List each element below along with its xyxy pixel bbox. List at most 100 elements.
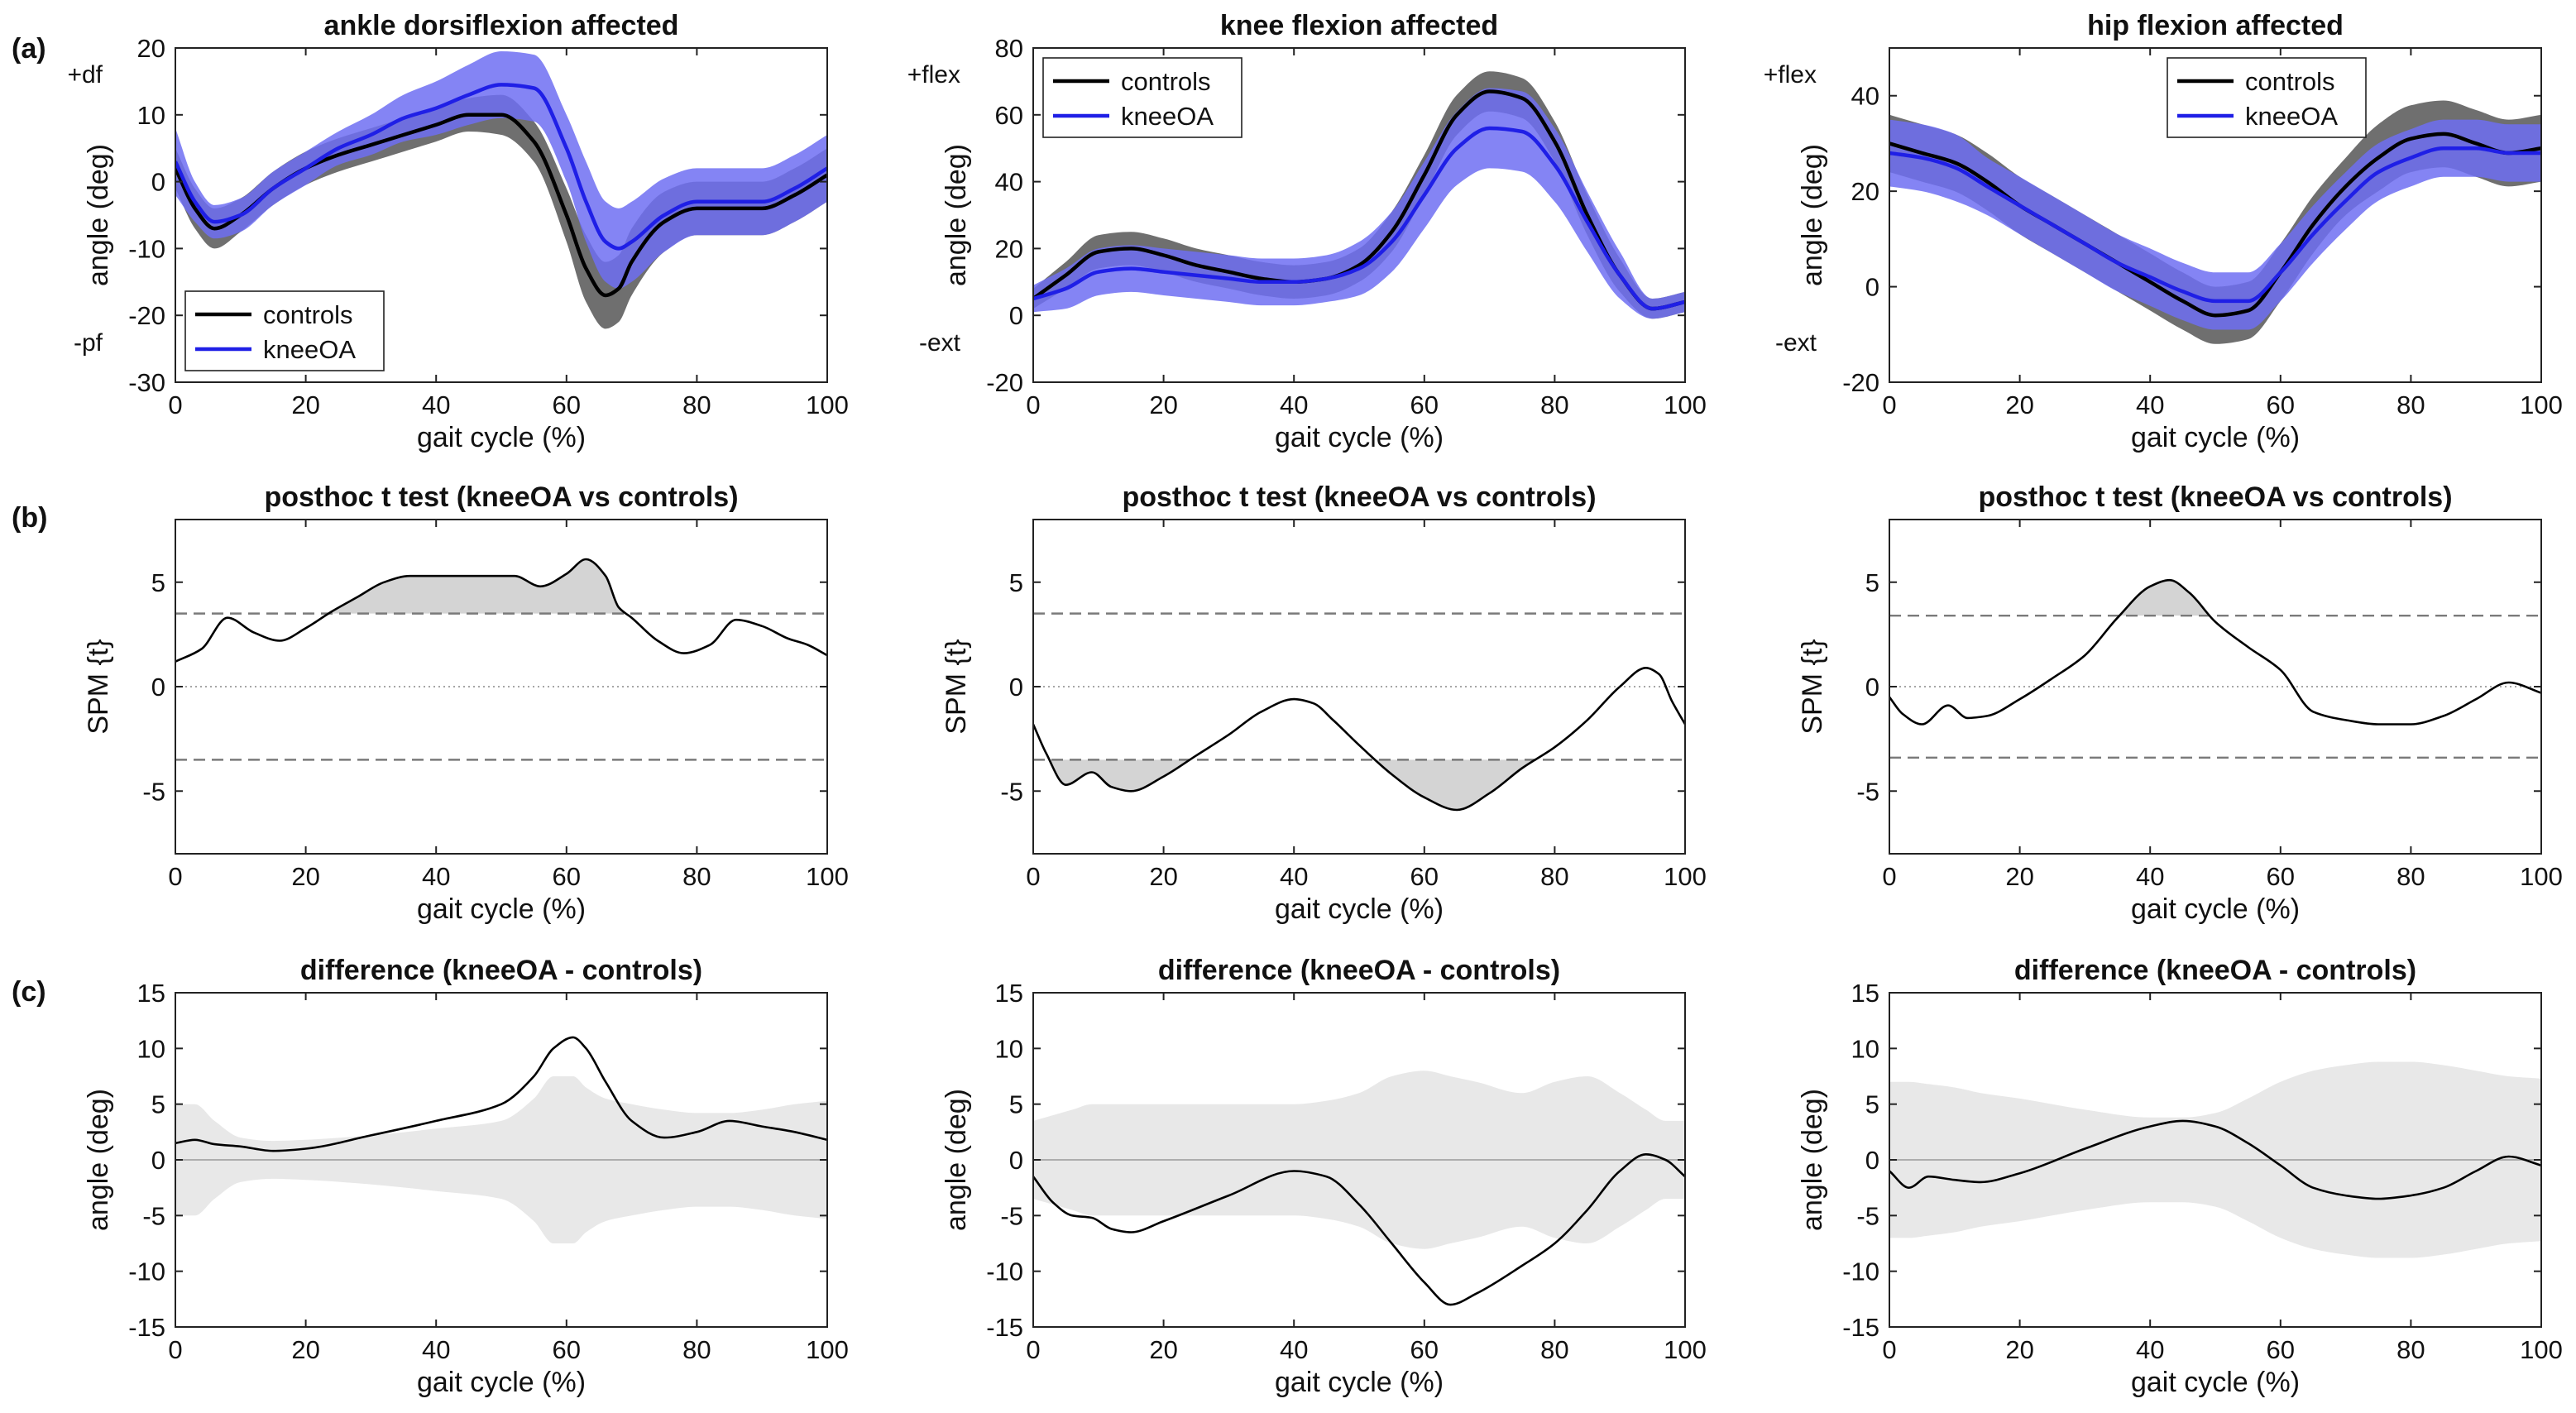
y-tick-label: 15 [995,979,1023,1008]
x-tick-label: 60 [2267,1335,2295,1364]
x-tick-label: 0 [1882,862,1896,891]
axes-box [175,519,828,855]
x-tick-label: 80 [1540,390,1568,419]
spm-t-curve [175,558,827,663]
y-tick-label: 0 [151,168,165,197]
difference-curve [175,1036,827,1152]
spm-t-curve [1889,578,2541,726]
plot-area [175,51,827,329]
y-tick-label: 0 [151,1146,165,1175]
x-tick-label: 100 [1664,390,1707,419]
panel-title: posthoc t test (kneeOA vs controls) [1122,481,1596,513]
y-axis-label: SPM {t} [1797,639,1828,734]
y-tick-label: -10 [986,1257,1023,1286]
axes-box [1032,47,1686,383]
x-tick-label: 40 [422,390,450,419]
y-tick-label: 40 [995,168,1023,197]
plot-area [175,558,827,761]
y-tick-label: -20 [986,368,1023,397]
plot-area [1889,1061,2541,1258]
difference-curve [1033,1152,1685,1306]
sd-band-kneeOA [1033,88,1685,319]
y-tick-label: 15 [137,979,165,1008]
legend-box [1042,57,1243,138]
x-tick-label: 20 [2005,1335,2033,1364]
x-tick-label: 40 [422,1335,450,1364]
x-tick-label: 20 [291,390,319,419]
x-tick-label: 80 [2396,862,2425,891]
y-axis-label: angle (deg) [1797,144,1828,286]
direction-label-bottom: -pf [74,329,103,357]
plot-area [1889,100,2541,344]
x-tick-label: 20 [2005,862,2033,891]
y-tick-label: 0 [1009,673,1023,702]
x-tick-label: 40 [1280,1335,1308,1364]
y-tick-label: -15 [986,1313,1023,1342]
difference-curve [1889,1119,2541,1200]
y-axis-label: SPM {t} [941,639,972,734]
direction-label-top: +flex [907,61,960,89]
mean-line-controls [1033,89,1685,311]
suprathreshold-cluster [328,559,627,614]
legend-label-controls: controls [2245,67,2335,96]
row-label-b: (b) [12,502,47,534]
y-tick-label: 10 [1851,1034,1879,1063]
x-tick-label: 60 [1410,1335,1439,1364]
x-tick-label: 80 [682,390,711,419]
y-axis-label: angle (deg) [83,144,114,286]
x-tick-label: 100 [1664,1335,1707,1364]
x-tick-label: 60 [553,1335,581,1364]
x-tick-label: 80 [682,1335,711,1364]
panel-title: knee flexion affected [1220,10,1498,41]
suprathreshold-cluster [2119,580,2210,616]
panel-title: difference (kneeOA - controls) [1158,955,1560,986]
x-tick-label: 0 [168,1335,182,1364]
mean-line-kneeOA [1889,146,2541,304]
y-tick-label: -5 [1856,777,1879,806]
y-tick-label: -10 [1842,1257,1879,1286]
y-tick-label: 0 [1009,301,1023,330]
legend-label-kneeOA: kneeOA [1121,102,1214,131]
y-tick-label: 40 [1851,82,1879,111]
y-tick-label: 5 [1865,568,1879,597]
x-tick-label: 80 [2396,390,2425,419]
panel-c3: 0 20 40 60 80 100 -15 -10 -5 0 5 10 15 difference (kn… [1797,955,2563,1398]
y-tick-label: 0 [1009,1146,1023,1175]
y-tick-label: 0 [1865,673,1879,702]
legend-label-controls: controls [263,300,353,329]
suprathreshold-cluster [1050,759,1190,792]
x-axis-label: gait cycle (%) [417,1367,586,1398]
x-tick-label: 80 [682,862,711,891]
y-tick-label: 0 [1865,1146,1879,1175]
y-tick-label: -30 [128,368,165,397]
y-tick-label: 5 [1009,568,1023,597]
y-tick-label: 80 [995,34,1023,63]
panel-title: difference (kneeOA - controls) [300,955,702,986]
x-tick-label: 40 [2136,390,2164,419]
x-axis-label: gait cycle (%) [1275,893,1444,925]
x-tick-label: 100 [2520,1335,2563,1364]
x-tick-label: 60 [1410,862,1439,891]
panel-a1: 0 20 40 60 80 100 -30 -20 -10 0 10 20 ankle dorsifle… [67,10,848,453]
x-tick-label: 60 [2267,862,2295,891]
y-axis-label: SPM {t} [83,639,114,734]
mean-line-controls [1889,132,2541,318]
x-axis-label: gait cycle (%) [2131,1367,2300,1398]
x-tick-label: 60 [553,862,581,891]
x-tick-label: 100 [1664,862,1707,891]
x-tick-label: 40 [1280,862,1308,891]
legend-label-kneeOA: kneeOA [263,335,356,364]
y-tick-label: 5 [1009,1090,1023,1119]
x-tick-label: 20 [1149,390,1177,419]
x-tick-label: 60 [1410,390,1439,419]
y-tick-label: -20 [1842,368,1879,397]
plot-area [1033,612,1685,812]
y-tick-label: 10 [137,101,165,130]
x-tick-label: 40 [1280,390,1308,419]
x-axis-label: gait cycle (%) [1275,1367,1444,1398]
legend: controls kneeOA [2167,57,2367,138]
x-tick-label: 40 [422,862,450,891]
legend: controls kneeOA [184,290,385,371]
y-tick-label: 5 [151,568,165,597]
